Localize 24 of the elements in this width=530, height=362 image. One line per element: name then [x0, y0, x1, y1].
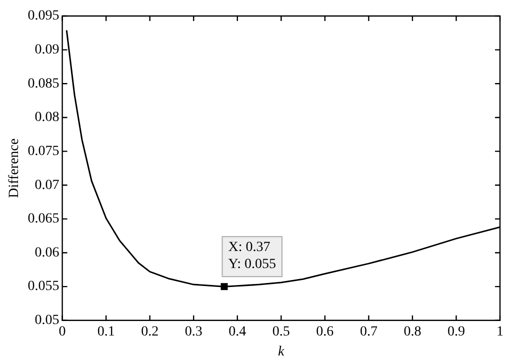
x-tick-label: 0.8	[404, 324, 422, 340]
y-tick-label: 0.075	[28, 144, 60, 159]
x-tick-label: 0.2	[141, 324, 159, 340]
y-axis-title: Difference	[7, 138, 22, 198]
x-axis-title: k	[278, 344, 286, 360]
y-tick-label: 0.09	[34, 42, 60, 58]
y-tick-label: 0.07	[34, 178, 60, 193]
x-tick-label: 0.4	[228, 324, 246, 340]
x-tick-label: 1	[496, 324, 504, 340]
x-tick-label: 0.6	[316, 324, 334, 340]
x-tick-label: 0.3	[184, 324, 202, 340]
y-tick-label: 0.085	[28, 76, 60, 92]
x-tick-label: 0.5	[272, 324, 290, 340]
x-tick-label: 0.1	[97, 324, 115, 340]
annotation: X: 0.37 Y: 0.055	[228, 240, 276, 272]
y-tick-label: 0.08	[34, 110, 60, 126]
y-tick-label: 0.055	[28, 279, 60, 294]
x-tick-label: 0	[58, 324, 66, 340]
y-tick-label: 0.065	[28, 212, 60, 227]
y-tick-label: 0.05	[34, 313, 60, 328]
y-tick-label: 0.06	[34, 245, 60, 260]
x-tick-label: 0.7	[360, 324, 378, 340]
x-tick-label: 0.9	[447, 324, 465, 340]
y-tick-label: 0.095	[28, 8, 60, 24]
